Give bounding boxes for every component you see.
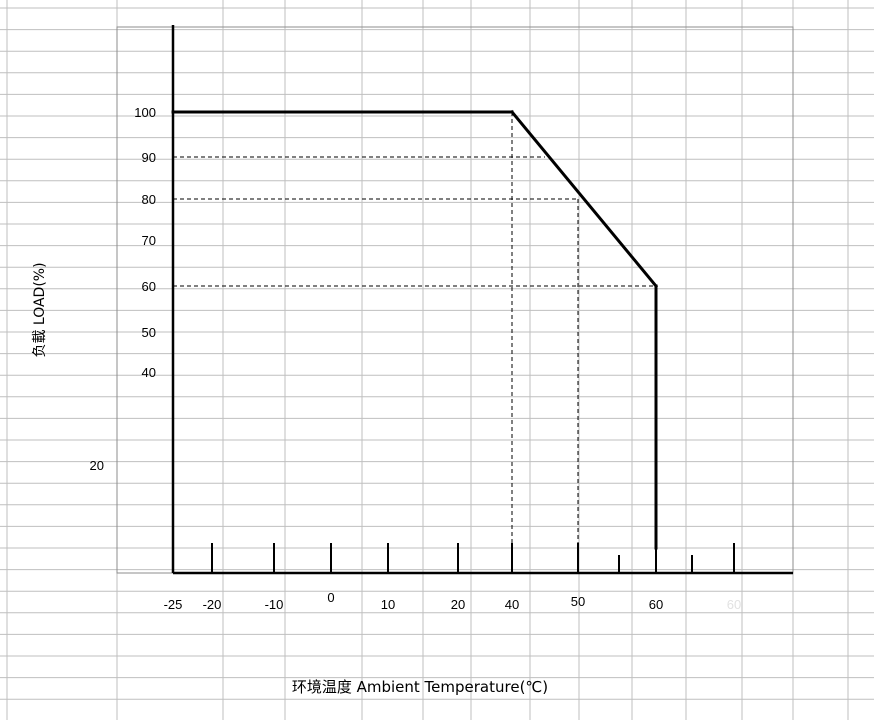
x-tick-label-1: -20 [203,597,222,612]
x-tick-label-7: 50 [571,594,585,609]
x-tick-label-4: 10 [381,597,395,612]
y-tick-label-6: 40 [142,365,156,380]
x-tick-label-6: 40 [505,597,519,612]
y-tick-label-2: 80 [142,192,156,207]
y-tick-label-0: 100 [134,105,156,120]
x-ticks: -25 -20 -10 0 10 20 40 50 60 60 [164,543,741,612]
x-tick-label-2: -10 [265,597,284,612]
y-tick-label-5: 50 [142,325,156,340]
frame-box [116,26,794,574]
chart-frame [116,26,794,574]
x-tick-label-5: 20 [451,597,465,612]
x-axis-label: 环境温度 Ambient Temperature(℃) [292,678,548,696]
y-tick-label-3: 70 [142,233,156,248]
x-tick-label-9: 60 [727,597,741,612]
y-axis-label: 负載 LOAD(%) [32,262,48,357]
x-tick-label-3: 0 [327,590,334,605]
y-ticks: 100 90 80 70 60 50 40 20 [90,105,156,473]
curve-segment-0-1 [509,109,659,289]
x-tick-label-0: -25 [164,597,183,612]
derating-curve [171,109,659,550]
axes [171,25,793,575]
x-tick-label-8: 60 [649,597,663,612]
y-tick-label-4: 60 [142,279,156,294]
y-tick-label-1: 90 [142,150,156,165]
y-tick-label-7: 20 [90,458,104,473]
